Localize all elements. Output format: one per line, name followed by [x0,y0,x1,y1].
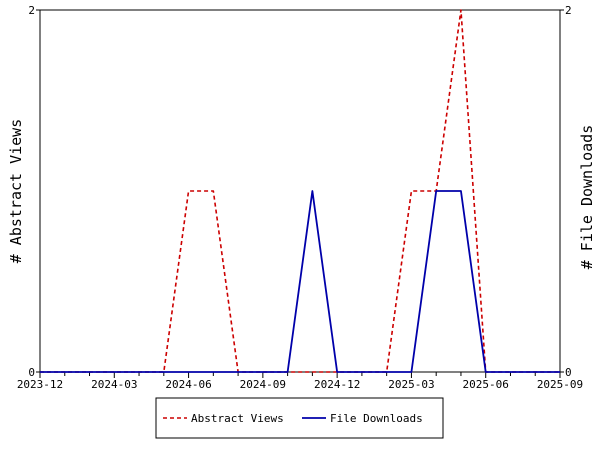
y-left-tick-label: 0 [28,366,35,379]
x-tick-label: 2024-09 [240,378,286,391]
legend-box [155,397,444,439]
legend-label-file-downloads: File Downloads [330,412,423,425]
x-tick-label: 2025-03 [388,378,434,391]
y-right-tick-label: 0 [565,366,572,379]
x-tick-label: 2025-06 [463,378,509,391]
x-axis: 2023-12 2024-03 2024-06 2024-09 2024-12 2025-… [17,372,583,391]
y-axis-left-title: # Abstract Views [7,119,25,264]
y-axis-left: 02 [28,4,40,379]
y-axis-right-title: # File Downloads [578,125,596,270]
legend-label-abstract-views: Abstract Views [191,412,284,425]
x-tick-label: 2024-06 [165,378,211,391]
x-tick-label: 2023-12 [17,378,63,391]
y-left-tick-label: 2 [28,4,35,17]
series-layer [40,9,560,373]
x-tick-label: 2024-03 [91,378,137,391]
x-tick-label: 2024-12 [314,378,360,391]
legend: Abstract Views File Downloads [155,397,444,439]
y-right-tick-label: 2 [565,4,572,17]
x-tick-label: 2025-09 [537,378,583,391]
y-axis-right: 02 [560,4,572,379]
series-line-file-downloads [40,190,560,373]
